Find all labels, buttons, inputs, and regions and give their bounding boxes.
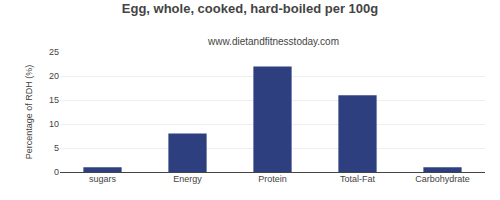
svg-text:15: 15 [49, 95, 59, 105]
svg-text:25: 25 [49, 47, 59, 57]
svg-text:Percentage of RDH (%): Percentage of RDH (%) [24, 65, 34, 160]
svg-text:20: 20 [49, 71, 59, 81]
svg-text:0: 0 [54, 167, 59, 177]
svg-text:Protein: Protein [258, 174, 287, 184]
svg-text:www.dietandfitnesstoday.com: www.dietandfitnesstoday.com [207, 36, 339, 47]
svg-text:10: 10 [49, 119, 59, 129]
svg-text:Carbohydrate: Carbohydrate [415, 174, 470, 184]
svg-text:Energy: Energy [173, 174, 202, 184]
svg-text:Total-Fat: Total-Fat [340, 174, 376, 184]
svg-text:sugars: sugars [89, 174, 117, 184]
svg-text:Egg, whole, cooked, hard-boile: Egg, whole, cooked, hard-boiled per 100g [122, 1, 378, 16]
svg-text:5: 5 [54, 143, 59, 153]
